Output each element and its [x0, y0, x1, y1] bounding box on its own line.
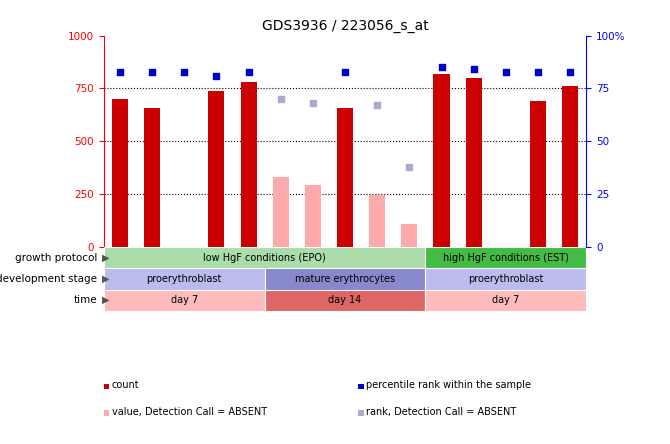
Point	[179, 68, 190, 75]
Bar	[425, 247, 586, 269]
Text: count: count	[112, 381, 139, 390]
Text: day 7: day 7	[492, 295, 519, 305]
Text: value, Detection Call = ABSENT: value, Detection Call = ABSENT	[112, 407, 267, 417]
Point	[275, 95, 286, 103]
Text: ▶: ▶	[102, 274, 109, 284]
Bar	[530, 101, 546, 247]
Text: day 14: day 14	[328, 295, 362, 305]
Bar	[369, 195, 385, 247]
Bar	[112, 99, 128, 247]
Text: rank, Detection Call = ABSENT: rank, Detection Call = ABSENT	[366, 407, 517, 417]
Point	[468, 66, 479, 73]
Text: growth protocol: growth protocol	[15, 253, 97, 263]
Point	[565, 68, 576, 75]
Text: ▶: ▶	[102, 253, 109, 263]
Bar	[305, 185, 321, 247]
Bar	[401, 224, 417, 247]
Point	[147, 68, 157, 75]
Title: GDS3936 / 223056_s_at: GDS3936 / 223056_s_at	[262, 19, 428, 33]
Text: proerythroblast: proerythroblast	[147, 274, 222, 284]
Text: ▶: ▶	[102, 295, 109, 305]
Bar	[273, 178, 289, 247]
Bar	[265, 289, 425, 311]
Bar	[265, 269, 425, 289]
Text: time: time	[74, 295, 97, 305]
Bar	[425, 289, 586, 311]
Bar	[425, 269, 586, 289]
Point	[404, 163, 415, 170]
Text: development stage: development stage	[0, 274, 97, 284]
Point	[211, 72, 222, 79]
Point	[115, 68, 125, 75]
Point	[372, 102, 383, 109]
Bar	[466, 78, 482, 247]
Bar	[241, 82, 257, 247]
Bar	[144, 107, 160, 247]
Text: percentile rank within the sample: percentile rank within the sample	[366, 381, 531, 390]
Point	[533, 68, 543, 75]
Text: proerythroblast: proerythroblast	[468, 274, 543, 284]
Point	[243, 68, 254, 75]
Point	[308, 100, 318, 107]
Bar	[433, 74, 450, 247]
Bar	[208, 91, 224, 247]
Bar	[337, 107, 353, 247]
Bar	[104, 269, 265, 289]
Bar	[562, 86, 578, 247]
Point	[500, 68, 511, 75]
Text: high HgF conditions (EST): high HgF conditions (EST)	[443, 253, 569, 263]
Text: mature erythrocytes: mature erythrocytes	[295, 274, 395, 284]
Point	[436, 64, 447, 71]
Text: low HgF conditions (EPO): low HgF conditions (EPO)	[203, 253, 326, 263]
Bar	[104, 289, 265, 311]
Bar	[104, 247, 425, 269]
Text: day 7: day 7	[171, 295, 198, 305]
Point	[340, 68, 350, 75]
